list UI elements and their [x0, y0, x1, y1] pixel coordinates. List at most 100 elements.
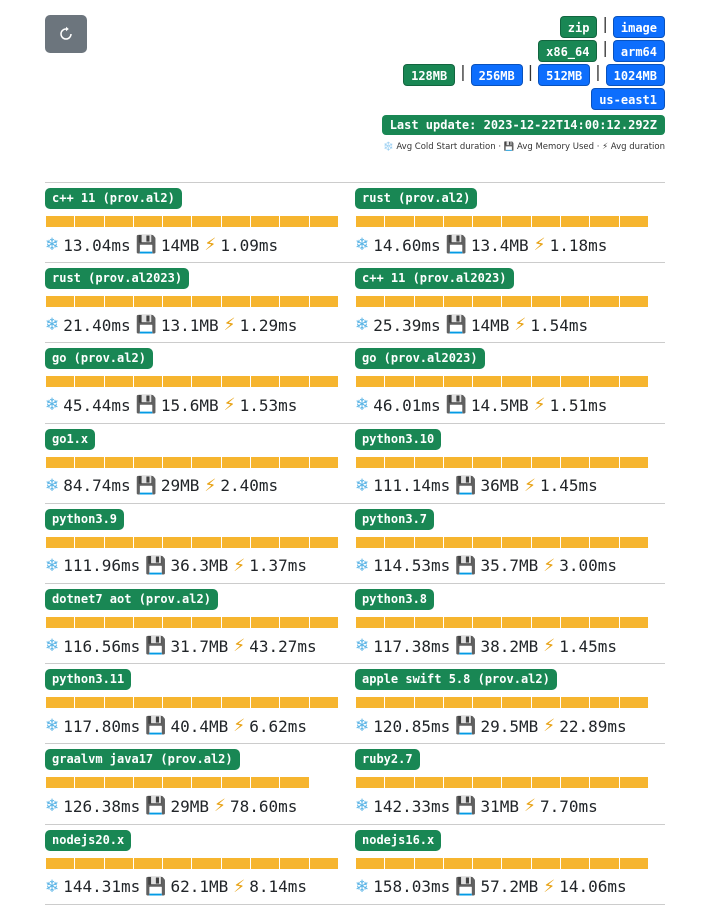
runtime-name-badge: python3.11 — [45, 669, 132, 691]
bar-segment — [192, 456, 221, 468]
memory-value: 14MB — [470, 315, 510, 335]
package-type-row: zip | image — [559, 14, 665, 38]
separator: | — [602, 38, 608, 57]
bar-segment — [309, 697, 338, 709]
bar-segment — [502, 857, 531, 869]
bar-segment — [163, 296, 192, 308]
bar-segment — [590, 456, 619, 468]
performance-bar — [356, 376, 649, 388]
bar-segment — [531, 617, 561, 628]
bar-segment — [502, 777, 531, 789]
runtime-stats: ❄ 142.33ms 💾 31MB ⚡ 7.70ms — [355, 796, 603, 816]
bar-segment — [385, 697, 414, 709]
lightning-icon: ⚡ — [214, 796, 226, 817]
floppy-disk-icon: 💾 — [455, 716, 477, 737]
bar-segment — [104, 296, 133, 308]
bar-segment — [192, 777, 221, 789]
bar-segment — [104, 536, 133, 548]
runtime-card: ruby2.7 ❄ 142.33ms 💾 31MB ⚡ 7.70ms — [355, 743, 665, 823]
lightning-icon: ⚡ — [543, 716, 556, 737]
bar-segment — [104, 697, 133, 709]
bar-segment — [192, 617, 221, 628]
bar-segment — [163, 777, 192, 789]
cold-start-value: 84.74ms — [63, 476, 131, 496]
bar-segment — [75, 617, 104, 628]
performance-bar — [46, 296, 339, 308]
runtime-name-badge: nodejs20.x — [45, 829, 132, 851]
option-button-512mb[interactable]: 512MB — [538, 64, 591, 86]
bar-segment — [251, 697, 280, 709]
option-button-x86-64[interactable]: x86_64 — [538, 40, 598, 62]
performance-bar — [46, 617, 339, 628]
memory-value: 40.4MB — [170, 716, 229, 736]
performance-bar — [356, 857, 649, 869]
duration-value: 7.70ms — [539, 796, 598, 816]
option-button-256mb[interactable]: 256MB — [470, 64, 523, 86]
performance-bar — [356, 536, 649, 548]
option-button-arm64[interactable]: arm64 — [612, 40, 665, 62]
bar-segment — [473, 777, 502, 789]
bar-segment — [104, 456, 133, 468]
runtime-name-badge: dotnet7 aot (prov.al2) — [45, 589, 218, 610]
runtime-stats: ❄ 120.85ms 💾 29.5MB ⚡ 22.89ms — [355, 716, 632, 736]
runtime-stats: ❄ 45.44ms 💾 15.6MB ⚡ 1.53ms — [45, 395, 302, 415]
bar-segment — [531, 777, 561, 789]
bar-segment — [356, 697, 385, 709]
option-button-1024mb[interactable]: 1024MB — [605, 64, 665, 86]
option-button-image[interactable]: image — [612, 16, 665, 38]
runtime-card: nodejs20.x ❄ 144.31ms 💾 62.1MB ⚡ 8.14ms — [45, 823, 355, 904]
bar-segment — [502, 376, 531, 388]
bar-segment — [133, 697, 163, 709]
bar-segment — [221, 617, 251, 628]
performance-bar — [46, 697, 339, 709]
separator: | — [602, 14, 608, 33]
bar-segment — [280, 857, 309, 869]
option-button-us-east1[interactable]: us-east1 — [591, 88, 665, 110]
bar-segment — [356, 536, 385, 548]
divider — [45, 904, 665, 905]
bar-segment — [46, 777, 75, 789]
refresh-button[interactable] — [45, 15, 87, 53]
cold-start-value: 46.01ms — [373, 395, 441, 415]
last-update-badge: Last update: 2023-12-22T14:00:12.292Z — [381, 115, 665, 135]
architecture-row: x86_64 | arm64 — [538, 40, 665, 62]
bar-segment — [309, 296, 338, 308]
option-button-128mb[interactable]: 128MB — [403, 64, 456, 86]
bar-segment — [590, 857, 619, 869]
floppy-disk-icon: 💾 — [455, 555, 477, 576]
bar-segment — [133, 216, 163, 227]
runtime-name-badge: c++ 11 (prov.al2023) — [355, 268, 514, 290]
bar-segment — [356, 857, 385, 869]
runtime-name-badge: go (prov.al2023) — [355, 348, 485, 370]
bar-segment — [473, 857, 502, 869]
bar-segment — [414, 536, 443, 548]
cold-start-value: 158.03ms — [373, 877, 451, 897]
duration-value: 1.37ms — [249, 556, 308, 576]
bar-segment — [221, 216, 251, 227]
bar-segment — [221, 777, 251, 789]
bar-segment — [46, 857, 75, 869]
bar-segment — [385, 777, 414, 789]
runtime-stats: ❄ 117.38ms 💾 38.2MB ⚡ 1.45ms — [355, 636, 622, 656]
bar-segment — [619, 376, 648, 388]
bar-segment — [251, 857, 280, 869]
bar-segment — [251, 456, 280, 468]
floppy-disk-icon: 💾 — [135, 475, 157, 496]
bar-segment — [251, 216, 280, 227]
snowflake-icon: ❄ — [45, 235, 60, 255]
performance-bar — [46, 857, 339, 869]
option-button-zip[interactable]: zip — [559, 16, 598, 38]
bar-segment — [502, 697, 531, 709]
bar-segment — [531, 456, 561, 468]
bar-segment — [104, 777, 133, 789]
memory-row: 128MB | 256MB | 512MB | 1024MB — [403, 64, 665, 86]
floppy-disk-icon: 💾 — [135, 235, 157, 255]
memory-value: 14MB — [160, 235, 200, 255]
runtime-name-badge: go1.x — [45, 428, 96, 450]
runtime-name-badge: ruby2.7 — [355, 749, 420, 771]
bar-segment — [502, 536, 531, 548]
bar-segment — [561, 536, 590, 548]
memory-value: 13.1MB — [160, 315, 219, 335]
bar-segment — [590, 697, 619, 709]
lightning-icon: ⚡ — [204, 475, 217, 496]
